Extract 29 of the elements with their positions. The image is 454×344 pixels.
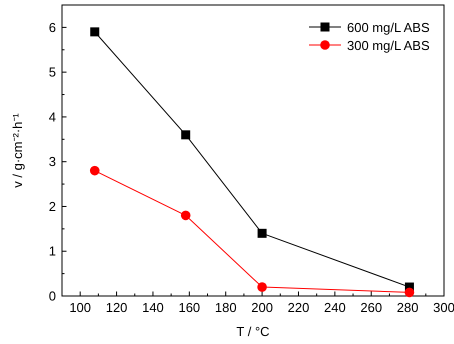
- x-tick-label: 280: [396, 300, 418, 315]
- x-tick-label: 200: [251, 300, 273, 315]
- y-tick-label: 3: [48, 154, 56, 170]
- x-tick-label: 140: [142, 300, 164, 315]
- y-axis-title: v / g·cm⁻²·h⁻¹: [10, 112, 25, 188]
- y-tick-label: 5: [48, 64, 56, 80]
- y-tick-label: 4: [48, 109, 56, 124]
- x-tick-label: 100: [69, 300, 92, 315]
- point: [181, 130, 190, 140]
- point: [180, 210, 190, 220]
- legend-label: 300 mg/L ABS: [347, 38, 430, 53]
- y-tick-label: 2: [48, 198, 56, 214]
- point: [258, 228, 267, 238]
- x-tick-label: 240: [324, 300, 346, 315]
- x-tick-label: 220: [288, 300, 310, 315]
- x-axis-title: T / °C: [236, 324, 270, 339]
- y-tick-label: 0: [48, 288, 56, 304]
- x-tick-label: 300: [433, 300, 454, 315]
- y-tick-label: 6: [48, 20, 56, 35]
- x-tick-label: 180: [214, 300, 237, 315]
- x-tick-label: 120: [106, 300, 128, 315]
- point: [90, 27, 100, 36]
- point: [404, 288, 414, 298]
- y-tick-label: 1: [48, 244, 56, 259]
- legend-label: 600 mg/L ABS: [347, 20, 430, 35]
- x-tick-label: 260: [360, 300, 382, 315]
- point: [257, 282, 267, 292]
- point: [90, 166, 100, 176]
- x-tick-label: 160: [178, 300, 200, 315]
